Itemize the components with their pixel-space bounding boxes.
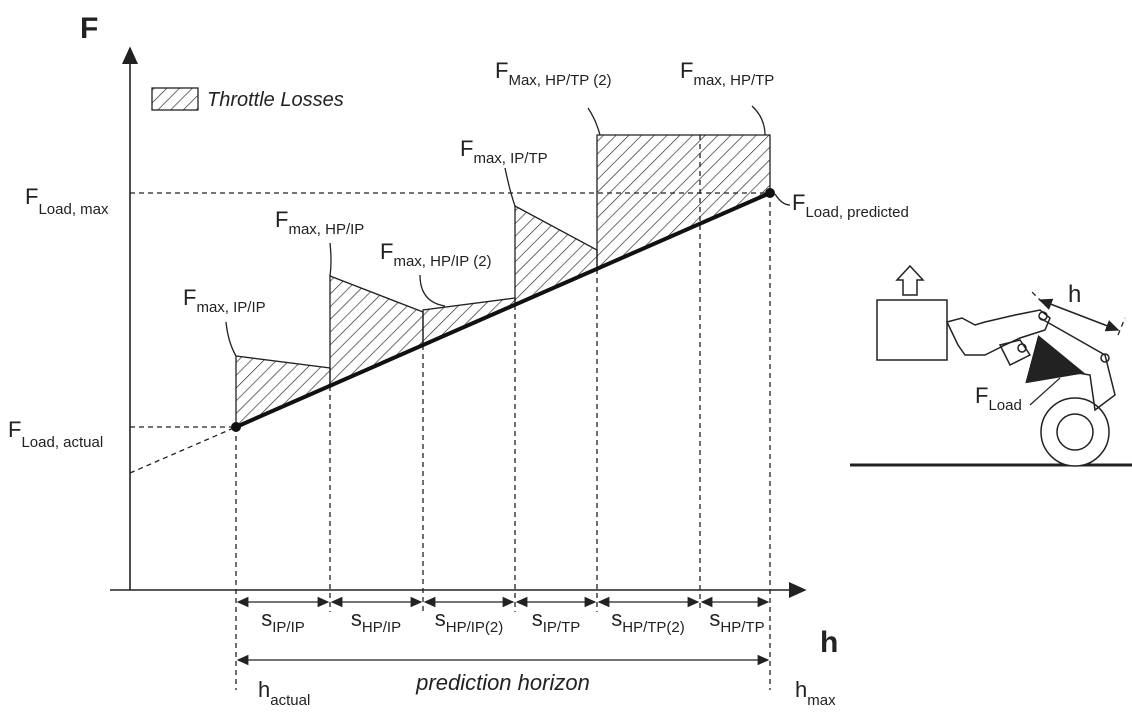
- text-part: F: [380, 239, 393, 264]
- label: hmax: [795, 677, 836, 709]
- text-part: s: [611, 606, 622, 631]
- text-part: h: [795, 677, 807, 702]
- text-part: s: [435, 606, 446, 631]
- label: hactual: [258, 677, 310, 709]
- label: FLoad, max: [25, 184, 109, 218]
- text-part: F: [275, 207, 288, 232]
- segment-label: sHP/TP: [709, 606, 764, 636]
- text-part: F: [460, 136, 473, 161]
- text-part: max, IP/TP: [473, 150, 547, 167]
- loader-force-label: FLoad: [975, 383, 1022, 414]
- label: Fmax, HP/IP (2): [380, 239, 492, 270]
- text-part: Max, HP/TP (2): [508, 72, 611, 89]
- text-part: F: [25, 184, 38, 209]
- text-part: max, HP/IP: [288, 221, 364, 238]
- text-part: F: [680, 58, 693, 83]
- text-part: Load, max: [38, 201, 109, 218]
- text-part: F: [975, 383, 988, 408]
- text-part: s: [532, 606, 543, 631]
- label: FMax, HP/TP (2): [495, 58, 612, 89]
- throttle-losses: [236, 135, 770, 427]
- text-part: HP/TP(2): [622, 619, 685, 636]
- text-part: max, HP/IP (2): [393, 253, 491, 270]
- text-part: max, HP/TP: [693, 72, 774, 89]
- text-part: s: [351, 606, 362, 631]
- loader-stroke-label: h: [1068, 281, 1081, 308]
- point: [231, 422, 241, 432]
- text-part: max, IP/IP: [196, 299, 265, 316]
- diagram: F h Throttle Losses FLoad, max FLoad, ac…: [0, 0, 1132, 713]
- x-axis-label: h: [820, 626, 838, 659]
- label: Fmax, HP/IP: [275, 207, 364, 238]
- text-part: s: [709, 606, 720, 631]
- text-part: Load: [988, 397, 1021, 414]
- text-part: F: [8, 417, 21, 442]
- label: FLoad, actual: [8, 417, 103, 451]
- label: FLoad, predicted: [792, 190, 909, 221]
- segment-label: sIP/TP: [532, 606, 581, 636]
- text-part: F: [495, 58, 508, 83]
- point: [765, 188, 775, 198]
- label: Fmax, IP/IP: [183, 285, 266, 316]
- loader-sketch: [850, 266, 1132, 466]
- label: Fmax, HP/TP: [680, 58, 774, 89]
- text-part: IP/TP: [543, 619, 581, 636]
- text-part: Load, actual: [21, 434, 103, 451]
- text-part: HP/IP: [362, 619, 401, 636]
- segment-label: sHP/TP(2): [611, 606, 685, 636]
- text-part: HP/TP: [720, 619, 764, 636]
- y-axis-label: F: [80, 12, 98, 45]
- text-part: h: [258, 677, 270, 702]
- segment-label: sHP/IP: [351, 606, 401, 636]
- text-part: F: [792, 190, 805, 215]
- text-part: Load, predicted: [805, 204, 908, 221]
- legend-label: Throttle Losses: [207, 89, 344, 111]
- text-part: max: [807, 692, 836, 709]
- segment-label: sHP/IP(2): [435, 606, 504, 636]
- horizon-label: prediction horizon: [415, 670, 590, 695]
- text-part: actual: [270, 692, 310, 709]
- text-part: s: [261, 606, 272, 631]
- text-part: IP/IP: [272, 619, 305, 636]
- segment-label: sIP/IP: [261, 606, 305, 636]
- text-part: F: [183, 285, 196, 310]
- legend-swatch: [152, 88, 198, 110]
- text-part: HP/IP(2): [446, 619, 504, 636]
- label: Fmax, IP/TP: [460, 136, 548, 167]
